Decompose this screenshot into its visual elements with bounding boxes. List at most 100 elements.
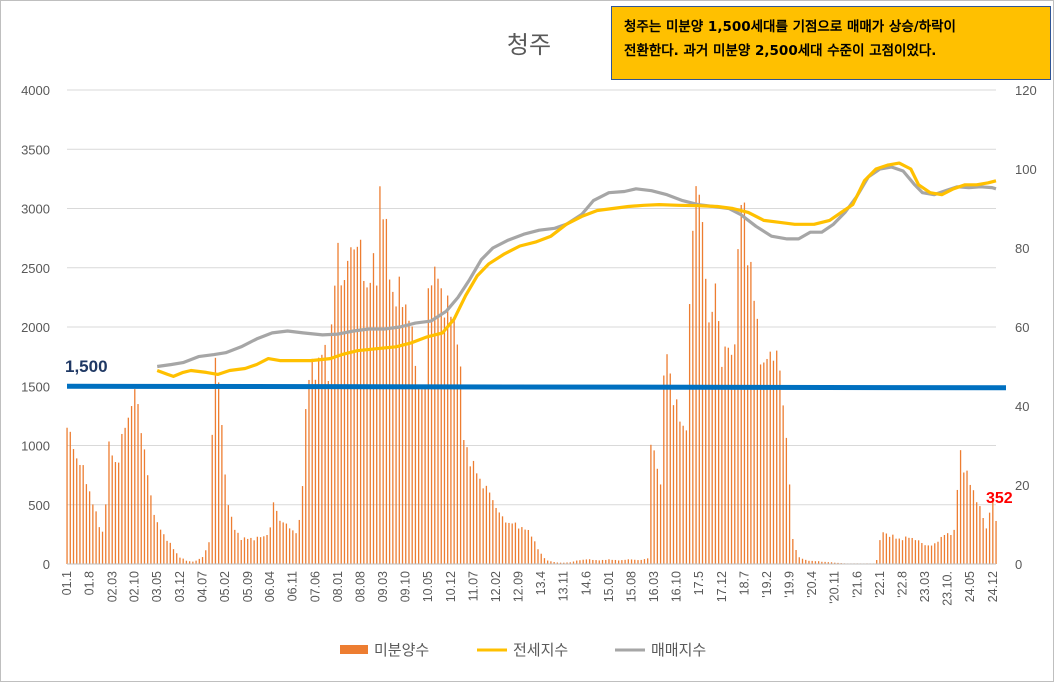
x-tick-label: 24.12 — [986, 571, 1000, 602]
unsold-bar — [176, 553, 178, 564]
unsold-bar — [327, 381, 329, 564]
unsold-bar — [788, 484, 791, 564]
unsold-bar — [927, 545, 929, 564]
unsold-bar — [308, 379, 310, 564]
unsold-bar — [92, 504, 94, 564]
unsold-bar — [634, 559, 636, 564]
unsold-bar — [401, 307, 404, 564]
legend: 미분양수 전세지수 매매지수 — [340, 641, 706, 659]
unsold-bar — [314, 379, 317, 564]
unsold-bar — [637, 560, 639, 564]
unsold-bar — [179, 557, 181, 564]
unsold-bar — [230, 516, 233, 564]
unsold-bar — [101, 531, 104, 564]
unsold-bar — [366, 287, 368, 564]
unsold-bar — [166, 540, 168, 564]
unsold-bar — [669, 373, 671, 564]
x-tick-label: 23.10. — [941, 571, 955, 606]
unsold-bar — [76, 458, 78, 564]
unsold-bar — [750, 261, 752, 564]
unsold-bar — [979, 506, 981, 564]
index-lines — [156, 161, 997, 378]
unsold-bar — [69, 431, 71, 564]
unsold-bar — [543, 558, 546, 564]
unsold-bar — [659, 484, 662, 564]
unsold-bar — [650, 444, 652, 564]
unsold-bar — [198, 558, 200, 564]
unsold-bar — [608, 559, 610, 564]
unsold-bar — [121, 433, 123, 564]
unsold-bar — [137, 404, 139, 564]
unsold-bar — [911, 537, 913, 564]
x-tick-label: '22.8 — [895, 571, 909, 598]
unsold-bar — [737, 249, 739, 564]
unsold-bar — [192, 561, 194, 564]
unsold-bar — [124, 427, 126, 564]
unsold-bar — [150, 495, 152, 564]
unsold-bar — [679, 421, 681, 564]
unsold-bar — [943, 534, 946, 564]
unsold-bar — [717, 321, 720, 564]
unsold-bar — [459, 366, 462, 564]
unsold-bar — [753, 300, 755, 564]
x-tick-label: 17.12 — [715, 571, 729, 602]
unsold-bar — [837, 562, 839, 564]
unsold-bar — [527, 529, 529, 564]
unsold-bar — [601, 559, 604, 564]
unsold-bar — [98, 527, 100, 564]
unsold-bar — [566, 562, 568, 564]
y-right-tick-label: 0 — [1015, 557, 1022, 572]
unsold-bar — [411, 326, 413, 564]
unsold-bar — [898, 538, 900, 564]
unsold-bar — [469, 466, 471, 564]
legend-label-unsold: 미분양수 — [374, 641, 429, 659]
unsold-bar — [756, 318, 758, 564]
y-right-tick-label: 80 — [1015, 241, 1029, 256]
unsold-bar — [592, 559, 594, 564]
y-left-tick-label: 1500 — [21, 379, 50, 394]
unsold-bar — [337, 242, 339, 564]
unsold-bar — [243, 537, 246, 564]
unsold-bar — [482, 488, 484, 564]
unsold-bar — [695, 186, 697, 564]
unsold-bar — [917, 540, 920, 564]
unsold-bar — [559, 562, 562, 564]
unsold-bar — [363, 280, 365, 564]
unsold-bar — [95, 511, 97, 564]
x-tick-label: '20.11 — [828, 571, 842, 604]
x-tick-label: 06.11 — [286, 571, 300, 601]
y-right-tick-label: 100 — [1015, 162, 1037, 177]
unsold-bar — [537, 549, 539, 564]
unsold-bar — [614, 559, 617, 564]
unsold-bar — [611, 559, 613, 564]
unsold-bar — [692, 230, 694, 564]
unsold-bar — [292, 530, 294, 564]
unsold-bar — [134, 389, 136, 564]
unsold-bar — [295, 533, 297, 564]
unsold-bar — [579, 560, 581, 564]
unsold-bar — [472, 460, 475, 564]
unsold-bar — [956, 489, 958, 564]
unsold-bar — [382, 219, 384, 564]
unsold-bar — [359, 239, 362, 564]
unsold-bar — [963, 472, 965, 564]
unsold-bar — [259, 537, 262, 564]
unsold-bar — [318, 357, 320, 564]
unsold-bar — [385, 218, 388, 565]
reference-line-label: 1,500 — [65, 357, 108, 376]
unsold-bar — [576, 560, 578, 564]
x-tick-label: 01.8 — [82, 571, 96, 595]
unsold-bar — [640, 559, 642, 564]
unsold-bar — [392, 291, 394, 564]
unsold-bar — [688, 304, 691, 564]
unsold-bar — [340, 285, 342, 564]
y-left-tick-label: 3500 — [21, 142, 50, 157]
unsold-bar — [782, 405, 784, 564]
unsold-bar — [208, 542, 210, 564]
x-tick-label: 24.05 — [963, 571, 977, 602]
reference-line-1500 — [66, 383, 1007, 391]
unsold-bar — [127, 417, 129, 564]
unsold-bar — [437, 278, 439, 564]
unsold-bar — [524, 529, 526, 564]
unsold-bar — [321, 354, 323, 564]
